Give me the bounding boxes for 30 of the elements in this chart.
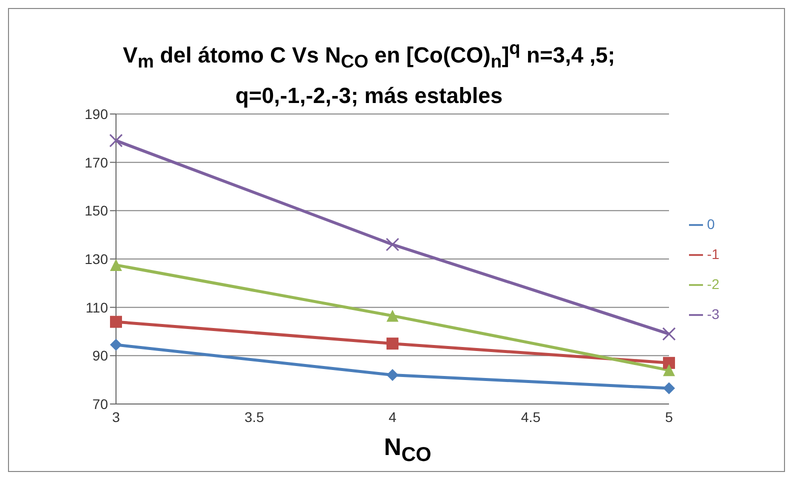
legend-label: -3 bbox=[707, 306, 720, 322]
y-tick-label: 130 bbox=[84, 250, 108, 267]
x-tick-label: 4.5 bbox=[521, 408, 541, 425]
y-tick-label: 110 bbox=[86, 299, 108, 316]
point bbox=[663, 356, 675, 369]
point bbox=[662, 327, 676, 341]
x-axis-title: N$_{CO}$ bbox=[384, 434, 432, 467]
y-tick-label: 190 bbox=[84, 106, 108, 122]
y-tick-label: 70 bbox=[92, 396, 108, 412]
chart-title: V$_{m}$ del átomo C Vs N$_{CO}$ en [Co(CO)$_{n}$]$^{q}$ n=3,4 ,5; q=0,-1,-2,-3; más estables bbox=[122, 37, 616, 108]
point bbox=[110, 338, 122, 351]
y-tick-label: 90 bbox=[92, 348, 108, 364]
point bbox=[663, 382, 675, 394]
y-tick-label: 150 bbox=[84, 202, 108, 219]
point bbox=[386, 338, 398, 350]
point bbox=[110, 316, 122, 328]
x-tick-label: 3.5 bbox=[244, 408, 264, 425]
point bbox=[386, 310, 398, 322]
point bbox=[663, 364, 675, 376]
x-tick-label: 4 bbox=[388, 408, 397, 425]
point bbox=[386, 238, 400, 252]
legend-label: 0 bbox=[707, 216, 715, 232]
x-tick-label: 5 bbox=[665, 408, 674, 425]
point bbox=[109, 134, 123, 148]
point bbox=[110, 259, 122, 272]
y-tick-label: 170 bbox=[84, 154, 108, 170]
legend-label: -1 bbox=[707, 246, 720, 262]
legend-label: -2 bbox=[707, 276, 720, 292]
x-tick-label: 3 bbox=[112, 408, 120, 425]
point bbox=[386, 369, 398, 381]
